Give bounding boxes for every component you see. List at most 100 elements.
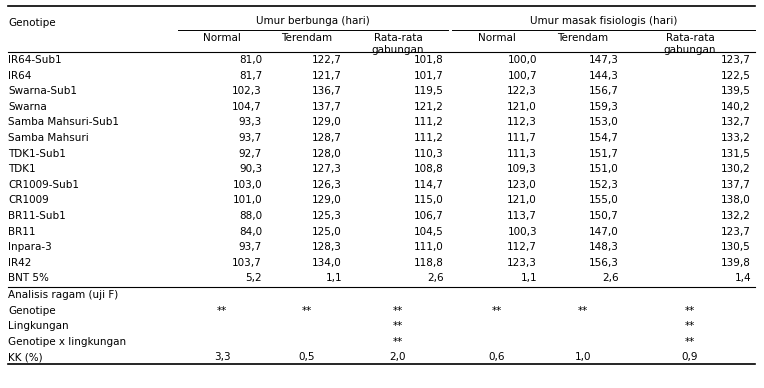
Text: 134,0: 134,0 (312, 258, 342, 268)
Text: IR64: IR64 (8, 71, 31, 81)
Text: 111,2: 111,2 (414, 133, 444, 143)
Text: 121,2: 121,2 (414, 102, 444, 112)
Text: 128,0: 128,0 (312, 149, 342, 159)
Text: CR1009-Sub1: CR1009-Sub1 (8, 180, 79, 190)
Text: 128,3: 128,3 (312, 242, 342, 252)
Text: 1,1: 1,1 (325, 274, 342, 283)
Text: 0,6: 0,6 (488, 352, 505, 362)
Text: 147,0: 147,0 (589, 227, 619, 237)
Text: CR1009: CR1009 (8, 196, 49, 205)
Text: 123,7: 123,7 (721, 55, 751, 65)
Text: Normal: Normal (203, 33, 241, 43)
Text: **: ** (302, 306, 312, 315)
Text: 103,0: 103,0 (232, 180, 262, 190)
Text: 123,7: 123,7 (721, 227, 751, 237)
Text: Umur masak fisiologis (hari): Umur masak fisiologis (hari) (529, 16, 677, 26)
Text: BR11-Sub1: BR11-Sub1 (8, 211, 66, 221)
Text: 130,2: 130,2 (721, 164, 751, 174)
Text: Inpara-3: Inpara-3 (8, 242, 52, 252)
Text: IR64-Sub1: IR64-Sub1 (8, 55, 62, 65)
Text: 156,7: 156,7 (589, 86, 619, 96)
Text: 93,7: 93,7 (238, 242, 262, 252)
Text: 122,7: 122,7 (312, 55, 342, 65)
Text: 122,3: 122,3 (507, 86, 537, 96)
Text: 81,0: 81,0 (239, 55, 262, 65)
Text: Rata-rata
gabungan: Rata-rata gabungan (664, 33, 717, 55)
Text: 139,8: 139,8 (721, 258, 751, 268)
Text: 131,5: 131,5 (721, 149, 751, 159)
Text: **: ** (393, 337, 403, 347)
Text: 156,3: 156,3 (589, 258, 619, 268)
Text: 2,6: 2,6 (602, 274, 619, 283)
Text: **: ** (393, 306, 403, 315)
Text: Samba Mahsuri: Samba Mahsuri (8, 133, 89, 143)
Text: 1,1: 1,1 (520, 274, 537, 283)
Text: 81,7: 81,7 (238, 71, 262, 81)
Text: 93,7: 93,7 (238, 133, 262, 143)
Text: Normal: Normal (478, 33, 516, 43)
Text: **: ** (393, 321, 403, 331)
Text: 140,2: 140,2 (721, 102, 751, 112)
Text: 109,3: 109,3 (507, 164, 537, 174)
Text: 152,3: 152,3 (589, 180, 619, 190)
Text: 150,7: 150,7 (589, 211, 619, 221)
Text: 132,2: 132,2 (721, 211, 751, 221)
Text: 2,6: 2,6 (427, 274, 444, 283)
Text: 100,7: 100,7 (507, 71, 537, 81)
Text: 144,3: 144,3 (589, 71, 619, 81)
Text: 101,0: 101,0 (232, 196, 262, 205)
Text: 130,5: 130,5 (721, 242, 751, 252)
Text: 126,3: 126,3 (312, 180, 342, 190)
Text: 112,7: 112,7 (507, 242, 537, 252)
Text: 111,0: 111,0 (414, 242, 444, 252)
Text: Umur berbunga (hari): Umur berbunga (hari) (256, 16, 370, 26)
Text: 129,0: 129,0 (312, 196, 342, 205)
Text: 100,0: 100,0 (507, 55, 537, 65)
Text: 111,3: 111,3 (507, 149, 537, 159)
Text: 88,0: 88,0 (239, 211, 262, 221)
Text: **: ** (685, 321, 695, 331)
Text: 151,0: 151,0 (589, 164, 619, 174)
Text: 93,3: 93,3 (238, 118, 262, 127)
Text: 114,7: 114,7 (414, 180, 444, 190)
Text: 110,3: 110,3 (414, 149, 444, 159)
Text: 0,5: 0,5 (299, 352, 316, 362)
Text: 118,8: 118,8 (414, 258, 444, 268)
Text: 155,0: 155,0 (589, 196, 619, 205)
Text: 106,7: 106,7 (414, 211, 444, 221)
Text: **: ** (685, 306, 695, 315)
Text: BR11: BR11 (8, 227, 35, 237)
Text: 100,3: 100,3 (507, 227, 537, 237)
Text: 153,0: 153,0 (589, 118, 619, 127)
Text: Analisis ragam (uji F): Analisis ragam (uji F) (8, 290, 118, 300)
Text: TDK1-Sub1: TDK1-Sub1 (8, 149, 66, 159)
Text: 1,0: 1,0 (575, 352, 591, 362)
Text: 159,3: 159,3 (589, 102, 619, 112)
Text: 121,0: 121,0 (507, 196, 537, 205)
Text: Swarna-Sub1: Swarna-Sub1 (8, 86, 77, 96)
Text: 102,3: 102,3 (232, 86, 262, 96)
Text: 101,8: 101,8 (414, 55, 444, 65)
Text: 119,5: 119,5 (414, 86, 444, 96)
Text: 137,7: 137,7 (721, 180, 751, 190)
Text: 3,3: 3,3 (214, 352, 230, 362)
Text: Genotipe x lingkungan: Genotipe x lingkungan (8, 337, 126, 347)
Text: Rata-rata
gabungan: Rata-rata gabungan (372, 33, 424, 55)
Text: **: ** (685, 337, 695, 347)
Text: Lingkungan: Lingkungan (8, 321, 69, 331)
Text: 148,3: 148,3 (589, 242, 619, 252)
Text: Terendam: Terendam (281, 33, 332, 43)
Text: 125,3: 125,3 (312, 211, 342, 221)
Text: 123,3: 123,3 (507, 258, 537, 268)
Text: 115,0: 115,0 (414, 196, 444, 205)
Text: 111,7: 111,7 (507, 133, 537, 143)
Text: **: ** (491, 306, 502, 315)
Text: IR42: IR42 (8, 258, 31, 268)
Text: **: ** (578, 306, 588, 315)
Text: 139,5: 139,5 (721, 86, 751, 96)
Text: 133,2: 133,2 (721, 133, 751, 143)
Text: 121,7: 121,7 (312, 71, 342, 81)
Text: 137,7: 137,7 (312, 102, 342, 112)
Text: 84,0: 84,0 (239, 227, 262, 237)
Text: 151,7: 151,7 (589, 149, 619, 159)
